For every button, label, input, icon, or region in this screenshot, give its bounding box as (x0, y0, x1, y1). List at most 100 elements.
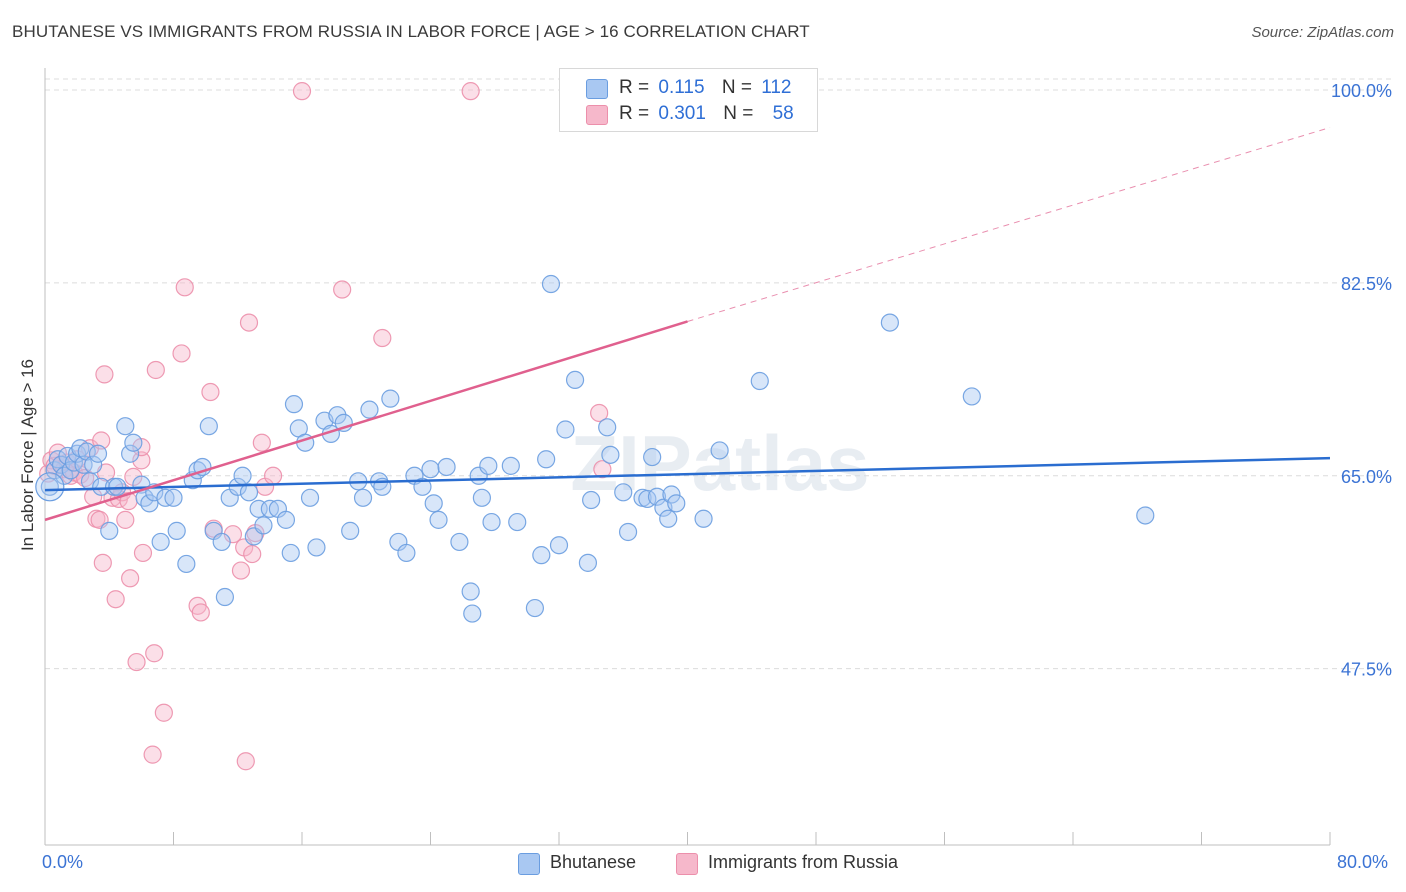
r-value: 0.115 (658, 77, 705, 98)
bhutanese-point (284, 395, 304, 414)
bhutanese-point (643, 447, 662, 467)
bhutanese-point (565, 370, 585, 390)
bhutanese-point (1136, 506, 1155, 525)
watermark: ZIPatlas (570, 419, 869, 507)
russia-point (593, 460, 612, 479)
y-tick-label: 65.0% (1341, 467, 1392, 487)
y-tick-labels: 47.5% 65.0% 82.5% 100.0% (1331, 81, 1392, 680)
bhutanese-point (880, 313, 899, 332)
bhutanese-point (177, 554, 196, 574)
bhutanese-point (228, 477, 247, 496)
russia-point (236, 752, 255, 771)
bhutanese-point (164, 488, 183, 507)
x-axis-min-label: 0.0% (42, 852, 84, 872)
bhutanese-point (121, 444, 140, 463)
bhutanese-point (381, 389, 400, 408)
russia-point (201, 382, 220, 402)
bhutanese-point (667, 494, 686, 513)
russia-point (154, 703, 173, 722)
bhutanese-point (300, 488, 320, 507)
russia-point (239, 313, 259, 332)
legend-swatch-blue (586, 79, 608, 99)
russia-point (243, 544, 262, 564)
bhutanese-point (88, 444, 108, 463)
series-label-bhutanese: Bhutanese (550, 852, 637, 872)
russia-point (121, 569, 140, 588)
pink-points-layer (39, 82, 612, 771)
bhutanese-point (578, 553, 598, 572)
bhutanese-point (450, 532, 469, 552)
russia-point (145, 644, 164, 663)
bhutanese-point (84, 455, 103, 474)
bhutanese-point (461, 582, 480, 601)
russia-trend-line (44, 320, 688, 522)
bhutanese-point (525, 598, 545, 618)
bhutanese-point (215, 587, 234, 607)
bhutanese-point (532, 546, 551, 565)
legend-text-russia: R = 0.301 N = 58 (619, 103, 794, 125)
bhutanese-point (421, 460, 440, 479)
bhutanese-point (116, 417, 135, 436)
source-label: Source: ZipAtlas.com (1251, 24, 1394, 41)
russia-point (133, 543, 153, 563)
russia-point (146, 360, 165, 380)
bhutanese-point (341, 521, 360, 540)
blue-points-layer (35, 274, 1155, 623)
bhutanese-point (151, 532, 170, 552)
series-swatch-blue (518, 853, 540, 875)
russia-point (175, 278, 194, 297)
y-tick-label: 47.5% (1341, 660, 1392, 680)
bhutanese-point (413, 477, 432, 496)
series-swatch-pink (676, 853, 698, 875)
bhutanese-point (199, 417, 218, 436)
bhutanese-point (424, 494, 443, 513)
bhutanese-point (618, 522, 638, 542)
series-label-russia: Immigrants from Russia (708, 852, 899, 872)
russia-point (106, 590, 125, 609)
bhutanese-point (659, 509, 678, 528)
bhutanese-point (541, 274, 561, 294)
bhutanese-point (598, 418, 617, 437)
n-value: 112 (761, 77, 792, 98)
bhutanese-point (397, 543, 416, 563)
bhutanese-point (962, 387, 981, 406)
chart-title: BHUTANESE VS IMMIGRANTS FROM RUSSIA IN L… (12, 22, 810, 41)
bhutanese-point (582, 490, 601, 510)
russia-point (292, 82, 312, 101)
bhutanese-point (233, 466, 252, 485)
x-axis-max-label: 80.0% (1337, 852, 1389, 872)
correlation-legend: R = 0.115 N = 112 R = 0.301 N = 58 (559, 68, 818, 132)
bhutanese-point (429, 510, 448, 529)
bhutanese-point (353, 488, 373, 507)
russia-point (590, 403, 609, 423)
bhutanese-point (281, 543, 300, 563)
bhutanese-point (254, 516, 273, 535)
russia-point (127, 652, 146, 672)
bhutanese-trend-line (44, 456, 1331, 492)
axis-layer (44, 68, 1331, 846)
russia-point (132, 451, 151, 470)
russia-point (263, 466, 283, 485)
russia-point (95, 365, 114, 384)
bhutanese-point (108, 477, 127, 496)
trend-layer (44, 127, 1331, 522)
russia-point (116, 510, 135, 529)
bhutanese-point (360, 400, 379, 419)
legend-text-bhutanese: R = 0.115 N = 112 (619, 77, 792, 99)
bhutanese-point (614, 483, 633, 502)
russia-point (373, 328, 392, 348)
bhutanese-point (92, 477, 111, 496)
bhutanese-point (463, 604, 482, 623)
russia-point (172, 344, 191, 363)
r-label: R = (619, 77, 650, 98)
bhutanese-point (662, 485, 681, 504)
r-label: R = (619, 103, 650, 124)
bhutanese-point (479, 456, 498, 475)
n-label: N = (721, 77, 752, 98)
bhutanese-point (100, 521, 119, 540)
legend-swatch-pink (586, 105, 608, 125)
russia-point (93, 553, 112, 572)
bhutanese-point (501, 456, 520, 475)
bhutanese-point (437, 457, 456, 477)
